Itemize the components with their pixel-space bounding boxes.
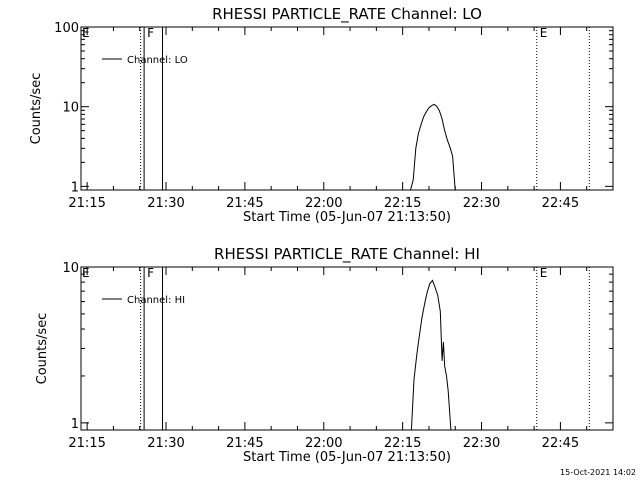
legend-label: Channel: LO — [127, 55, 188, 66]
x-tick-label: 21:15 — [68, 196, 105, 211]
edge-event-label: E — [82, 266, 90, 280]
x-tick-label: 22:00 — [305, 196, 342, 211]
event-label: F — [147, 266, 154, 280]
x-tick-label: 22:15 — [384, 196, 421, 211]
chart-title: RHESSI PARTICLE_RATE Channel: HI — [214, 245, 480, 264]
y-tick-label: 1 — [71, 417, 79, 432]
event-label: E — [540, 26, 548, 40]
series-line — [410, 103, 456, 191]
y-tick-label: 10 — [62, 101, 79, 116]
chart-title: RHESSI PARTICLE_RATE Channel: LO — [212, 5, 482, 24]
x-tick-label: 21:30 — [147, 196, 184, 211]
chart-panel-hi: RHESSI PARTICLE_RATE Channel: HI 21:15 21:… — [35, 245, 614, 465]
x-tick-label: 21:45 — [226, 436, 263, 451]
y-tick-label: 1 — [71, 180, 79, 195]
legend: Channel: HI — [102, 295, 185, 306]
event-label: F — [147, 26, 154, 40]
x-tick-label: 22:00 — [305, 436, 342, 451]
x-tick-label: 22:15 — [384, 436, 421, 451]
x-tick-label: 21:45 — [226, 196, 263, 211]
legend: Channel: LO — [102, 55, 188, 66]
plot-frame — [80, 266, 614, 431]
x-tick-label: 22:45 — [542, 436, 579, 451]
y-axis-title: Counts/sec — [35, 313, 50, 385]
legend-label: Channel: HI — [127, 295, 185, 306]
x-tick-label: 22:30 — [463, 196, 500, 211]
x-tick-label: 21:30 — [147, 436, 184, 451]
y-tick-label: 100 — [54, 21, 79, 36]
y-axis-title: Counts/sec — [29, 73, 44, 145]
chart-panel-lo: RHESSI PARTICLE_RATE Channel: LO 21:15 21:… — [29, 5, 614, 225]
x-axis-title: Start Time (05-Jun-07 21:13:50) — [243, 210, 451, 225]
series-line — [410, 279, 452, 431]
x-tick-label: 22:30 — [463, 436, 500, 451]
plot-frame — [80, 26, 614, 191]
x-axis-title: Start Time (05-Jun-07 21:13:50) — [243, 450, 451, 465]
generation-timestamp: 15-Oct-2021 14:02 — [560, 468, 636, 477]
x-tick-label: 22:45 — [542, 196, 579, 211]
edge-event-label: E — [82, 26, 90, 40]
y-tick-label: 10 — [62, 261, 79, 276]
x-tick-label: 21:15 — [68, 436, 105, 451]
event-label: E — [540, 266, 548, 280]
